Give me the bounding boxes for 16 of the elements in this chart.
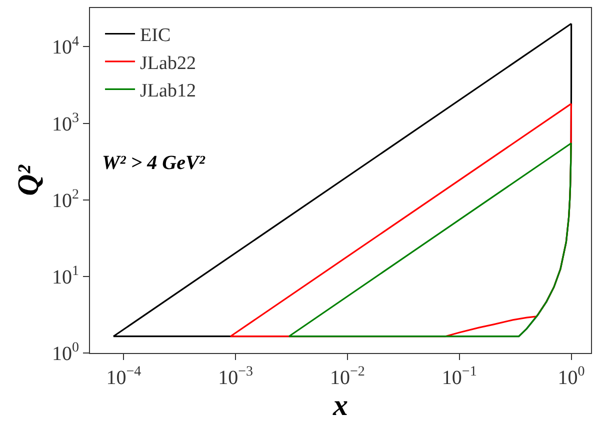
x-tick-label: 10$^{0}$ — [558, 364, 585, 389]
x-tick-label: 10$^{−4}$ — [106, 364, 142, 389]
y-tick-label: 10$^{3}$ — [52, 110, 79, 136]
x-axis-title: x — [332, 389, 348, 422]
x-tick-label: 10$^{−3}$ — [218, 364, 254, 389]
y-axis-title: Q² — [12, 164, 45, 196]
legend-label: JLab12 — [140, 80, 196, 102]
legend-label: EIC — [140, 25, 171, 46]
x-tick-label: 10$^{−2}$ — [330, 364, 365, 389]
legend-label: JLab22 — [140, 52, 196, 74]
y-tick-label: 10$^{4}$ — [52, 34, 79, 59]
annotation: W² > 4 GeV² — [102, 152, 206, 174]
x-tick-label: 10$^{−1}$ — [442, 364, 477, 389]
y-tick-label: 10$^{2}$ — [52, 187, 79, 212]
y-tick-label: 10$^{1}$ — [52, 264, 79, 288]
y-tick-label: 10$^{0}$ — [52, 340, 79, 365]
